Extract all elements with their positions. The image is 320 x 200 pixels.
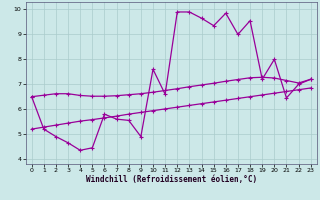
X-axis label: Windchill (Refroidissement éolien,°C): Windchill (Refroidissement éolien,°C) [86,175,257,184]
